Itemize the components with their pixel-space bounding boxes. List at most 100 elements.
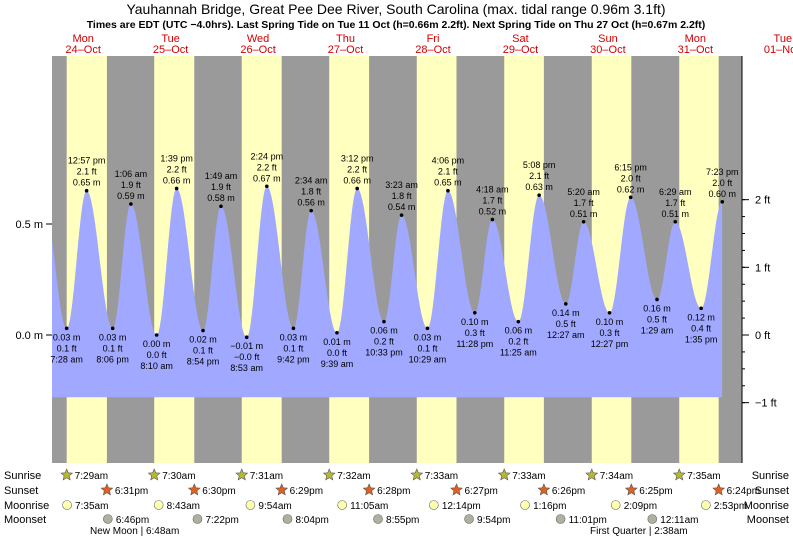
low-tide-feet: 0.0 ft (327, 348, 348, 358)
astronomy-rows: Sunrise Sunrise 7:29am 7:30am 7:31am 7:32am 7:… (4, 468, 789, 537)
low-tide-point (655, 297, 659, 302)
moonset-time: 11:01pm (569, 515, 607, 526)
day-label-dow: Mon (72, 33, 93, 45)
sunset-time: 6:31pm (115, 486, 148, 497)
high-tide-time: 3:23 am (385, 180, 418, 190)
high-tide-feet: 1.9 ft (121, 180, 142, 190)
low-tide-metres: 0.16 m (643, 303, 671, 313)
low-tide-metres: 0.03 m (414, 332, 442, 342)
low-tide-time: 12:27 am (547, 330, 585, 340)
day-label-dow: Sat (512, 33, 529, 45)
moonrise-time: 9:54am (258, 501, 291, 512)
low-tide-time: 10:33 pm (365, 348, 403, 358)
high-tide-time: 6:15 pm (614, 162, 647, 172)
day-label-dow: Tue (774, 33, 793, 45)
low-tide-feet: 0.1 ft (193, 346, 214, 356)
high-tide-time: 3:12 pm (341, 153, 374, 163)
low-tide-metres: 0.14 m (552, 308, 580, 318)
low-tide-point (335, 330, 339, 335)
low-tide-point (699, 306, 703, 311)
low-tide-feet: 0.3 ft (465, 328, 486, 338)
low-tide-time: 12:27 pm (591, 339, 629, 349)
low-tide-point (201, 328, 205, 333)
sunrise-time: 7:32am (337, 471, 370, 482)
high-tide-feet: 1.9 ft (211, 182, 232, 192)
row-label-right-moonrise: Moonrise (744, 500, 789, 512)
high-tide-feet: 1.8 ft (392, 191, 413, 201)
moonrise-moon-icon (62, 500, 72, 510)
high-tide-time: 5:08 pm (523, 160, 556, 170)
high-tide-feet: 2.2 ft (167, 164, 188, 174)
moonset-time: 8:55pm (386, 515, 419, 526)
day-label-date: 24–Oct (65, 44, 100, 56)
moonrise-moon-icon (520, 500, 530, 510)
low-tide-feet: −0.0 ft (234, 352, 260, 362)
sunrise-star-icon (147, 468, 161, 481)
sunset-time: 6:28pm (377, 486, 410, 497)
high-tide-point (309, 208, 313, 213)
high-tide-point (537, 193, 541, 197)
row-label-right-sunrise: Sunrise (752, 470, 789, 482)
row-label-left-sunrise: Sunrise (4, 470, 41, 482)
low-tide-feet: 0.1 ft (103, 343, 124, 353)
chart-subtitle: Times are EDT (UTC −4.0hrs). Last Spring… (87, 19, 706, 31)
high-tide-feet: 2.1 ft (438, 167, 459, 177)
high-tide-feet: 1.7 ft (482, 196, 503, 206)
low-tide-point (291, 326, 296, 331)
high-tide-point (265, 184, 269, 189)
low-tide-feet: 0.3 ft (600, 328, 621, 338)
low-tide-point (154, 333, 159, 337)
sunset-time: 6:26pm (552, 486, 585, 497)
high-tide-feet: 1.7 ft (574, 198, 595, 208)
low-tide-time: 1:29 am (641, 325, 674, 335)
low-tide-time: 8:54 pm (187, 357, 220, 367)
moonrise-moon-icon (429, 500, 439, 510)
low-tide-time: 9:39 am (321, 359, 354, 369)
moonrise-time: 1:16pm (533, 501, 566, 512)
low-tide-metres: 0.01 m (323, 337, 351, 347)
moonset-time: 7:22pm (205, 515, 238, 526)
high-tide-time: 1:06 am (115, 169, 148, 179)
row-label-right-moonset: Moonset (747, 514, 789, 526)
moonset-moon-icon (192, 514, 203, 524)
low-tide-point (564, 302, 568, 306)
low-tide-time: 8:53 am (230, 363, 263, 373)
high-tide-metres: 0.51 m (570, 209, 598, 219)
high-tide-point (355, 186, 359, 191)
high-tide-point (673, 219, 678, 224)
day-label-date: 30–Oct (590, 44, 625, 56)
high-tide-feet: 2.2 ft (257, 162, 278, 172)
sunset-time: 6:29pm (290, 486, 323, 497)
sunrise-time: 7:33am (512, 471, 545, 482)
sunrise-time: 7:30am (162, 471, 195, 482)
water-area (52, 186, 723, 398)
day-label-date: 28–Oct (415, 44, 450, 56)
high-tide-metres: 0.58 m (207, 193, 235, 203)
left-axis-label: 0.5 m (15, 219, 43, 231)
moonrise-time: 2:09pm (624, 501, 657, 512)
high-tide-metres: 0.65 m (434, 178, 462, 188)
high-tide-time: 1:39 pm (160, 153, 193, 163)
high-tide-metres: 0.51 m (661, 209, 689, 219)
sunrise-star-icon (60, 468, 74, 481)
low-tide-metres: 0.10 m (596, 317, 624, 327)
high-tide-metres: 0.56 m (297, 198, 325, 208)
high-tide-point (720, 200, 725, 204)
sunset-time: 6:30pm (202, 486, 235, 497)
low-tide-point (110, 326, 115, 331)
day-label-dow: Tue (161, 33, 180, 45)
moonset-moon-icon (373, 514, 383, 524)
sunset-time: 6:27pm (464, 486, 497, 497)
row-label-left-moonrise: Moonrise (4, 500, 49, 512)
low-tide-metres: 0.06 m (505, 326, 533, 336)
sunrise-time: 7:29am (75, 471, 108, 482)
row-label-right-sunset: Sunset (755, 485, 789, 497)
moonrise-moon-icon (337, 500, 347, 510)
axes: 0.5 m 0.0 m 2 ft 1 ft 0 ft −1 ft (15, 56, 777, 463)
low-tide-metres: 0.12 m (687, 312, 715, 322)
high-tide-point (84, 188, 89, 193)
low-tide-feet: 0.4 ft (691, 323, 712, 333)
moonrise-time: 8:43am (167, 501, 200, 512)
low-tide-point (382, 319, 386, 324)
